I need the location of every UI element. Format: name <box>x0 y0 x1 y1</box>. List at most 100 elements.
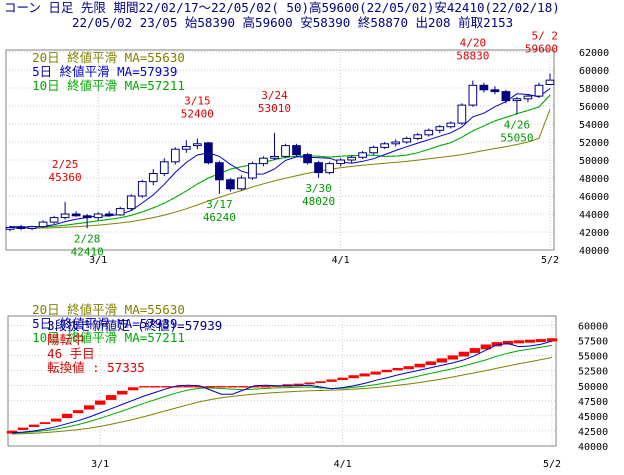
candle-body <box>545 79 555 85</box>
y-tick-label: 40000 <box>578 442 608 453</box>
candle-body <box>192 143 202 147</box>
annotation-date: 4/20 <box>460 37 487 50</box>
candle-body <box>424 129 434 136</box>
brick <box>447 354 459 361</box>
brick <box>336 377 349 381</box>
candle-body <box>248 163 257 179</box>
annotation-value: 46240 <box>203 211 236 224</box>
candle-body <box>380 143 390 148</box>
y-tick-label: 52000 <box>579 138 609 149</box>
plot-frame <box>5 49 555 251</box>
brick <box>480 343 492 350</box>
y-tick-label: 50000 <box>579 156 609 167</box>
candle-body <box>170 148 180 163</box>
brick <box>546 337 558 343</box>
legend-ma10: 10日 終値平滑 MA=57211 <box>32 330 185 345</box>
brick <box>469 347 481 354</box>
brick <box>138 385 151 389</box>
y-tick-label: 58000 <box>579 84 609 95</box>
brick <box>116 390 129 396</box>
brick <box>402 365 415 370</box>
annotation-date: 3/17 <box>206 198 233 211</box>
candle-body <box>104 213 114 216</box>
brick <box>237 385 250 389</box>
annotation-date: 5/ 2 <box>532 30 559 43</box>
candle-body <box>93 213 103 219</box>
brick <box>17 427 29 431</box>
x-tick-label: 4/1 <box>332 255 350 266</box>
candle-body <box>303 154 312 164</box>
candle-body <box>159 161 169 175</box>
ma10-line <box>11 344 553 434</box>
candle-body <box>60 213 70 219</box>
candle-body <box>204 142 213 164</box>
candle-body <box>446 122 456 128</box>
candle-body <box>71 213 81 217</box>
header-line-2: 22/05/02 23/05 始58390 高59600 安58390 終588… <box>72 15 514 30</box>
annotation-date: 4/26 <box>504 119 531 132</box>
candle-body <box>490 89 500 93</box>
x-tick-label: 3/1 <box>89 255 107 266</box>
plot-frame <box>7 315 557 447</box>
candle-body <box>391 141 401 145</box>
brick <box>391 367 404 372</box>
brick <box>94 399 106 406</box>
candle-body <box>523 95 533 100</box>
candle-body <box>237 177 246 190</box>
y-tick-label: 48000 <box>579 174 609 185</box>
brick <box>50 417 62 423</box>
candle-body <box>435 126 445 131</box>
y-tick-label: 47500 <box>578 397 608 408</box>
y-tick-label: 42000 <box>579 228 609 239</box>
candle-body <box>215 162 224 181</box>
brick <box>61 413 73 419</box>
candle-body <box>369 146 379 154</box>
candle-body <box>534 84 544 97</box>
candle-body <box>126 195 136 210</box>
top-legend: 20日 終値平滑 MA=55630 5日 終値平滑 MA=57939 10日 終… <box>17 37 185 93</box>
legend-ma10: 10日 終値平滑 MA=57211 <box>32 78 185 93</box>
candle-body <box>49 217 59 223</box>
brick <box>513 339 525 344</box>
y-tick-label: 46000 <box>579 192 609 203</box>
y-tick-label: 60000 <box>579 66 609 77</box>
brick <box>435 357 448 364</box>
brick <box>149 385 162 389</box>
ma20-line <box>11 357 553 435</box>
brick <box>83 404 95 411</box>
candle-body <box>137 181 147 197</box>
y-tick-label: 40000 <box>579 246 609 257</box>
candle-body <box>270 155 279 159</box>
brick <box>358 372 371 378</box>
candle-body <box>115 208 125 216</box>
tlb-reversal: 転換値 : 57335 <box>47 360 145 375</box>
brick <box>325 378 338 383</box>
brick <box>182 385 195 389</box>
candle-body <box>468 84 478 106</box>
candle-body <box>347 156 356 161</box>
y-tick-label: 56000 <box>579 102 609 113</box>
brick <box>127 386 140 391</box>
candle-body <box>82 215 92 219</box>
candle-body <box>325 163 334 174</box>
annotation-date: 2/25 <box>52 158 79 171</box>
brick <box>303 381 316 385</box>
candle-body <box>358 152 368 158</box>
candle-body <box>181 146 191 150</box>
y-tick-label: 45000 <box>578 412 608 423</box>
candle-body <box>479 84 489 91</box>
candle-body <box>259 157 268 165</box>
brick <box>226 385 239 389</box>
tlb-state: 陽転中 <box>47 332 85 347</box>
brick <box>28 424 40 428</box>
candle-body <box>281 145 290 157</box>
candle-body <box>226 179 235 190</box>
brick <box>259 385 272 389</box>
annotation-value: 58830 <box>456 50 489 63</box>
annotation-value: 48020 <box>302 195 335 208</box>
y-tick-label: 52500 <box>578 367 608 378</box>
candle-body <box>512 98 522 102</box>
brick <box>215 385 228 389</box>
annotation-value: 45360 <box>49 171 82 184</box>
brick <box>39 421 51 425</box>
